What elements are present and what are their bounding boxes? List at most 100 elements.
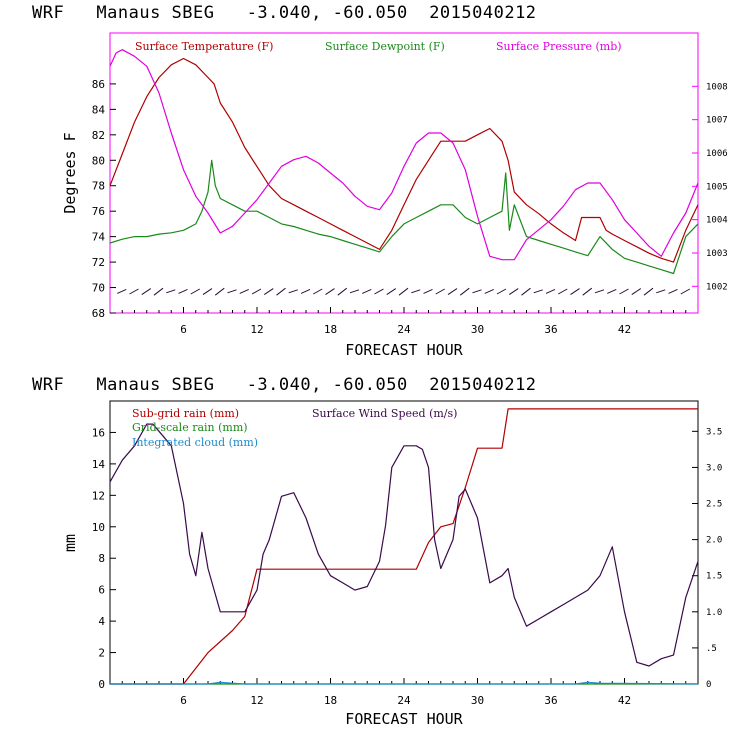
- wind-barb: [496, 288, 507, 295]
- wind-barb: [202, 288, 213, 296]
- chart-1-y2-tick-label: 1004: [706, 216, 728, 226]
- chart-2-y2-tick-label: 3.0: [706, 463, 722, 473]
- wind-barb: [214, 287, 225, 296]
- wind-barb: [472, 289, 482, 294]
- chart-1-y2-tick-label: 1007: [706, 116, 728, 126]
- wind-barb: [521, 287, 531, 296]
- chart-2-x-tick-label: 42: [618, 694, 631, 707]
- wind-barb: [435, 288, 445, 295]
- chart-1-y-tick-label: 84: [92, 103, 106, 116]
- chart-1-x-axis-label: FORECAST HOUR: [345, 341, 463, 359]
- chart-2-y2-tick-label: 1.5: [706, 572, 722, 582]
- wind-barb: [545, 288, 556, 294]
- chart-1-y2-tick-label: 1005: [706, 182, 728, 192]
- chart-2-y-axis-label: mm: [61, 534, 79, 552]
- chart-1-title: WRF Manaus SBEG -3.040, -60.050 20150402…: [32, 3, 537, 23]
- wind-barb: [423, 288, 433, 294]
- wind-barb: [570, 288, 580, 296]
- chart-1-y-tick-label: 82: [92, 129, 105, 142]
- wind-barb: [668, 288, 678, 294]
- chart-2: WRF Manaus SBEG -3.040, -60.050 20150402…: [32, 375, 722, 728]
- chart-1-legend-pressure: Surface Pressure (mb): [496, 40, 622, 53]
- chart-1-series-surface-pressure-mb: [109, 49, 699, 261]
- wind-barb: [680, 288, 690, 295]
- wind-barb: [313, 288, 323, 295]
- wind-barb: [117, 288, 127, 294]
- chart-1-y-tick-label: 78: [92, 180, 105, 193]
- chart-2-legend-grid-scale-rain: Grid-scale rain (mm): [132, 421, 248, 434]
- chart-1-y-axis-label: Degrees F: [61, 132, 79, 213]
- wind-barb: [459, 287, 470, 296]
- chart-1-series-surface-temperature-f: [109, 57, 699, 263]
- chart-1-y2-tick-label: 1002: [706, 282, 728, 292]
- chart-2-y2-tick-label: 1.0: [706, 608, 722, 618]
- wind-barb: [251, 288, 262, 295]
- wind-barb: [190, 288, 200, 295]
- chart-2-y-tick-label: 16: [92, 426, 105, 439]
- chart-2-y2-tick-label: 2.5: [706, 500, 722, 510]
- chart-1-y2-tick-label: 1006: [706, 149, 728, 159]
- chart-1-y-tick-label: 80: [92, 154, 105, 167]
- wind-barb: [411, 289, 421, 294]
- wind-barb: [153, 287, 164, 296]
- chart-2-y-tick-label: 4: [98, 615, 105, 628]
- wind-barb: [631, 288, 642, 296]
- chart-1-x-tick-label: 30: [471, 323, 484, 336]
- chart-1-series-surface-dewpoint-f: [109, 159, 699, 275]
- chart-2-y-tick-label: 12: [92, 489, 105, 502]
- chart-2-series-surface-wind-speed-m-s: [109, 423, 699, 667]
- chart-2-y-tick-label: 0: [98, 678, 105, 691]
- chart-2-y-tick-label: 2: [98, 647, 105, 660]
- chart-1-y-tick-label: 76: [92, 205, 105, 218]
- wind-barb: [227, 289, 237, 294]
- wind-barb: [398, 287, 409, 296]
- chart-2-y2-tick-label: 0: [706, 680, 711, 690]
- chart-1-wind-barbs: [117, 287, 690, 296]
- wind-barb: [594, 289, 605, 294]
- wind-barb: [484, 288, 494, 294]
- wind-barb: [276, 287, 286, 296]
- chart-1-y-tick-label: 68: [92, 307, 105, 320]
- wind-barb: [447, 288, 458, 296]
- wind-barb: [362, 288, 372, 294]
- chart-2-series-sub-grid-rain-mm: [110, 408, 698, 685]
- chart-2-legend-subgrid-rain: Sub-grid rain (mm): [132, 407, 239, 420]
- chart-1-x-tick-label: 42: [618, 323, 631, 336]
- chart-2-y2-tick-label: .5: [706, 644, 717, 654]
- chart-2-x-tick-label: 36: [544, 694, 557, 707]
- wind-barb: [178, 288, 188, 294]
- chart-2-x-tick-label: 18: [324, 694, 337, 707]
- chart-1-plot-area: [109, 32, 699, 314]
- chart-2-x-tick-label: 12: [250, 694, 263, 707]
- wind-barb: [325, 288, 335, 296]
- wind-barb: [533, 289, 543, 294]
- wind-barb: [582, 287, 593, 296]
- chart-1-series: [109, 49, 699, 275]
- chart-1-x-tick-label: 36: [544, 323, 557, 336]
- chart-2-y-tick-label: 14: [92, 458, 106, 471]
- chart-2-x-axis-label: FORECAST HOUR: [345, 710, 463, 728]
- chart-1-x-tick-label: 18: [324, 323, 337, 336]
- chart-2-y2-tick-label: 3.5: [706, 427, 722, 437]
- chart-2-x-tick-label: 6: [180, 694, 187, 707]
- chart-2-series: [109, 408, 699, 685]
- wind-barb: [263, 288, 274, 296]
- chart-1-axes: 6 12 18 24 30 36 42 68 70 72 74 76 78 80 82 84 86 1002 100…: [92, 78, 728, 336]
- wind-barb: [374, 288, 384, 295]
- chart-2-title: WRF Manaus SBEG -3.040, -60.050 20150402…: [32, 375, 537, 395]
- wind-barb: [129, 288, 139, 295]
- wind-barb: [619, 288, 629, 295]
- chart-2-x-tick-label: 30: [471, 694, 484, 707]
- chart-1: WRF Manaus SBEG -3.040, -60.050 20150402…: [32, 3, 728, 359]
- wind-barb: [166, 289, 176, 294]
- wind-barb: [607, 288, 617, 294]
- chart-2-series-integrated-cloud-mm: [110, 681, 699, 685]
- chart-1-legend-temperature: Surface Temperature (F): [135, 40, 273, 53]
- wind-barb: [337, 287, 348, 296]
- wind-barb: [508, 288, 519, 296]
- chart-2-x-tick-label: 24: [397, 694, 411, 707]
- wind-barb: [239, 288, 249, 294]
- chart-2-y-tick-label: 8: [98, 552, 105, 565]
- wind-barb: [656, 289, 666, 294]
